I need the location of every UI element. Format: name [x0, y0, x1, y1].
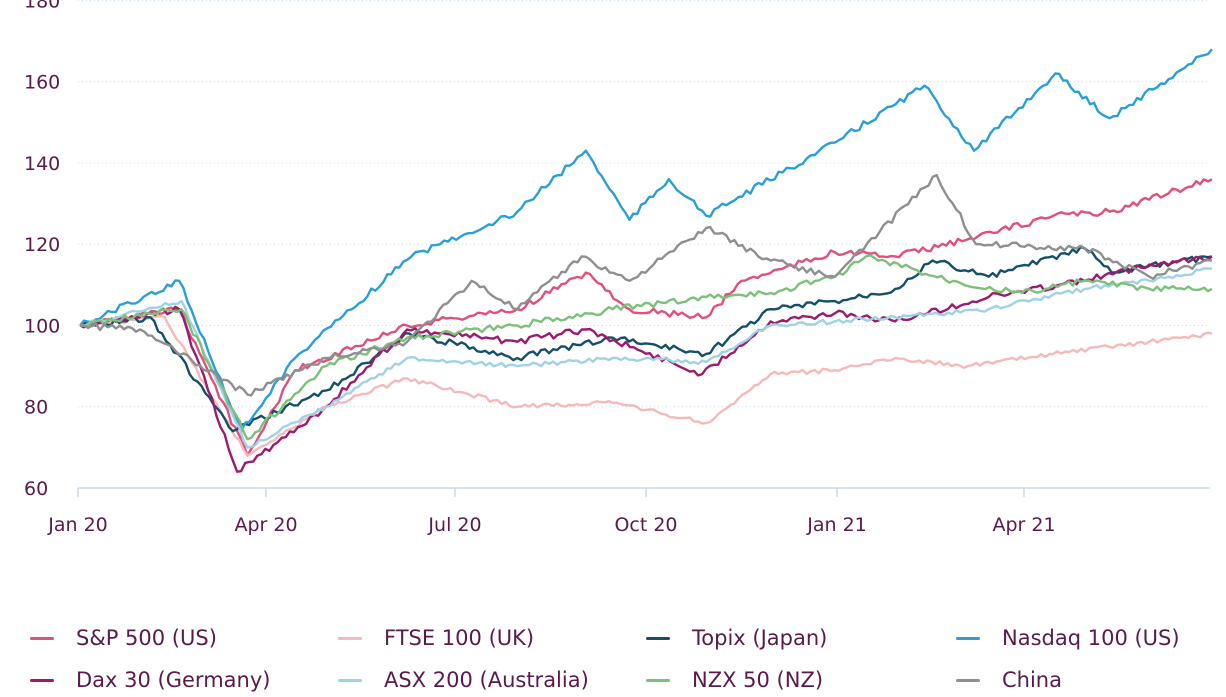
series-line-5: [80, 267, 1212, 449]
legend-label: Dax 30 (Germany): [76, 668, 271, 692]
series-line-3: [79, 48, 1213, 433]
legend-swatch: [30, 678, 54, 682]
legend-label: Nasdaq 100 (US): [1002, 626, 1180, 650]
legend-swatch: [646, 636, 670, 640]
x-tick-label-0: Jan 20: [47, 514, 108, 536]
legend-swatch: [646, 678, 670, 682]
legend-swatch: [956, 678, 980, 682]
y-tick-label-60: 60: [24, 478, 48, 500]
legend-label: S&P 500 (US): [76, 626, 217, 650]
x-tick-label-2: Jul 20: [427, 514, 481, 536]
legend-item-3: Nasdaq 100 (US): [956, 621, 1180, 655]
series-line-0: [79, 178, 1213, 457]
series-line-1: [79, 314, 1213, 457]
legend-label: NZX 50 (NZ): [692, 668, 824, 692]
y-tick-label-120: 120: [24, 234, 60, 256]
y-tick-label-100: 100: [24, 315, 60, 337]
legend-label: China: [1002, 668, 1062, 692]
legend-item-5: ASX 200 (Australia): [338, 663, 589, 697]
legend-swatch: [30, 636, 54, 640]
legend-item-6: NZX 50 (NZ): [646, 663, 823, 697]
x-tick-label-1: Apr 20: [234, 514, 297, 536]
legend-item-4: Dax 30 (Germany): [30, 663, 270, 697]
series-line-4: [79, 255, 1213, 473]
series-line-7: [80, 173, 1213, 397]
legend-item-2: Topix (Japan): [646, 621, 827, 655]
chart-plot-area: 60 80 100 120 140 160 180 Jan 20 Apr 20 Jul 20 Oct…: [24, 0, 1213, 536]
legend-item-0: S&P 500 (US): [30, 621, 217, 655]
x-tick-label-4: Jan 21: [806, 514, 867, 536]
y-tick-label-80: 80: [24, 397, 48, 419]
legend-swatch: [338, 678, 362, 682]
legend-swatch: [956, 636, 980, 640]
series-line-6: [80, 254, 1213, 441]
chart-legend: S&P 500 (US) FTSE 100 (UK) Topix (Japan) Na…: [0, 618, 1226, 692]
series-line-2: [79, 245, 1213, 433]
x-tick-label-5: Apr 21: [992, 514, 1055, 536]
legend-swatch: [338, 636, 362, 640]
legend-label: ASX 200 (Australia): [384, 668, 589, 692]
legend-item-1: FTSE 100 (UK): [338, 621, 534, 655]
y-tick-label-160: 160: [24, 72, 60, 94]
legend-label: Topix (Japan): [692, 626, 828, 650]
legend-label: FTSE 100 (UK): [384, 626, 535, 650]
x-tick-label-3: Oct 20: [614, 514, 677, 536]
y-tick-label-180: 180: [24, 0, 60, 12]
y-tick-label-140: 140: [24, 153, 60, 175]
legend-item-7: China: [956, 663, 1062, 697]
